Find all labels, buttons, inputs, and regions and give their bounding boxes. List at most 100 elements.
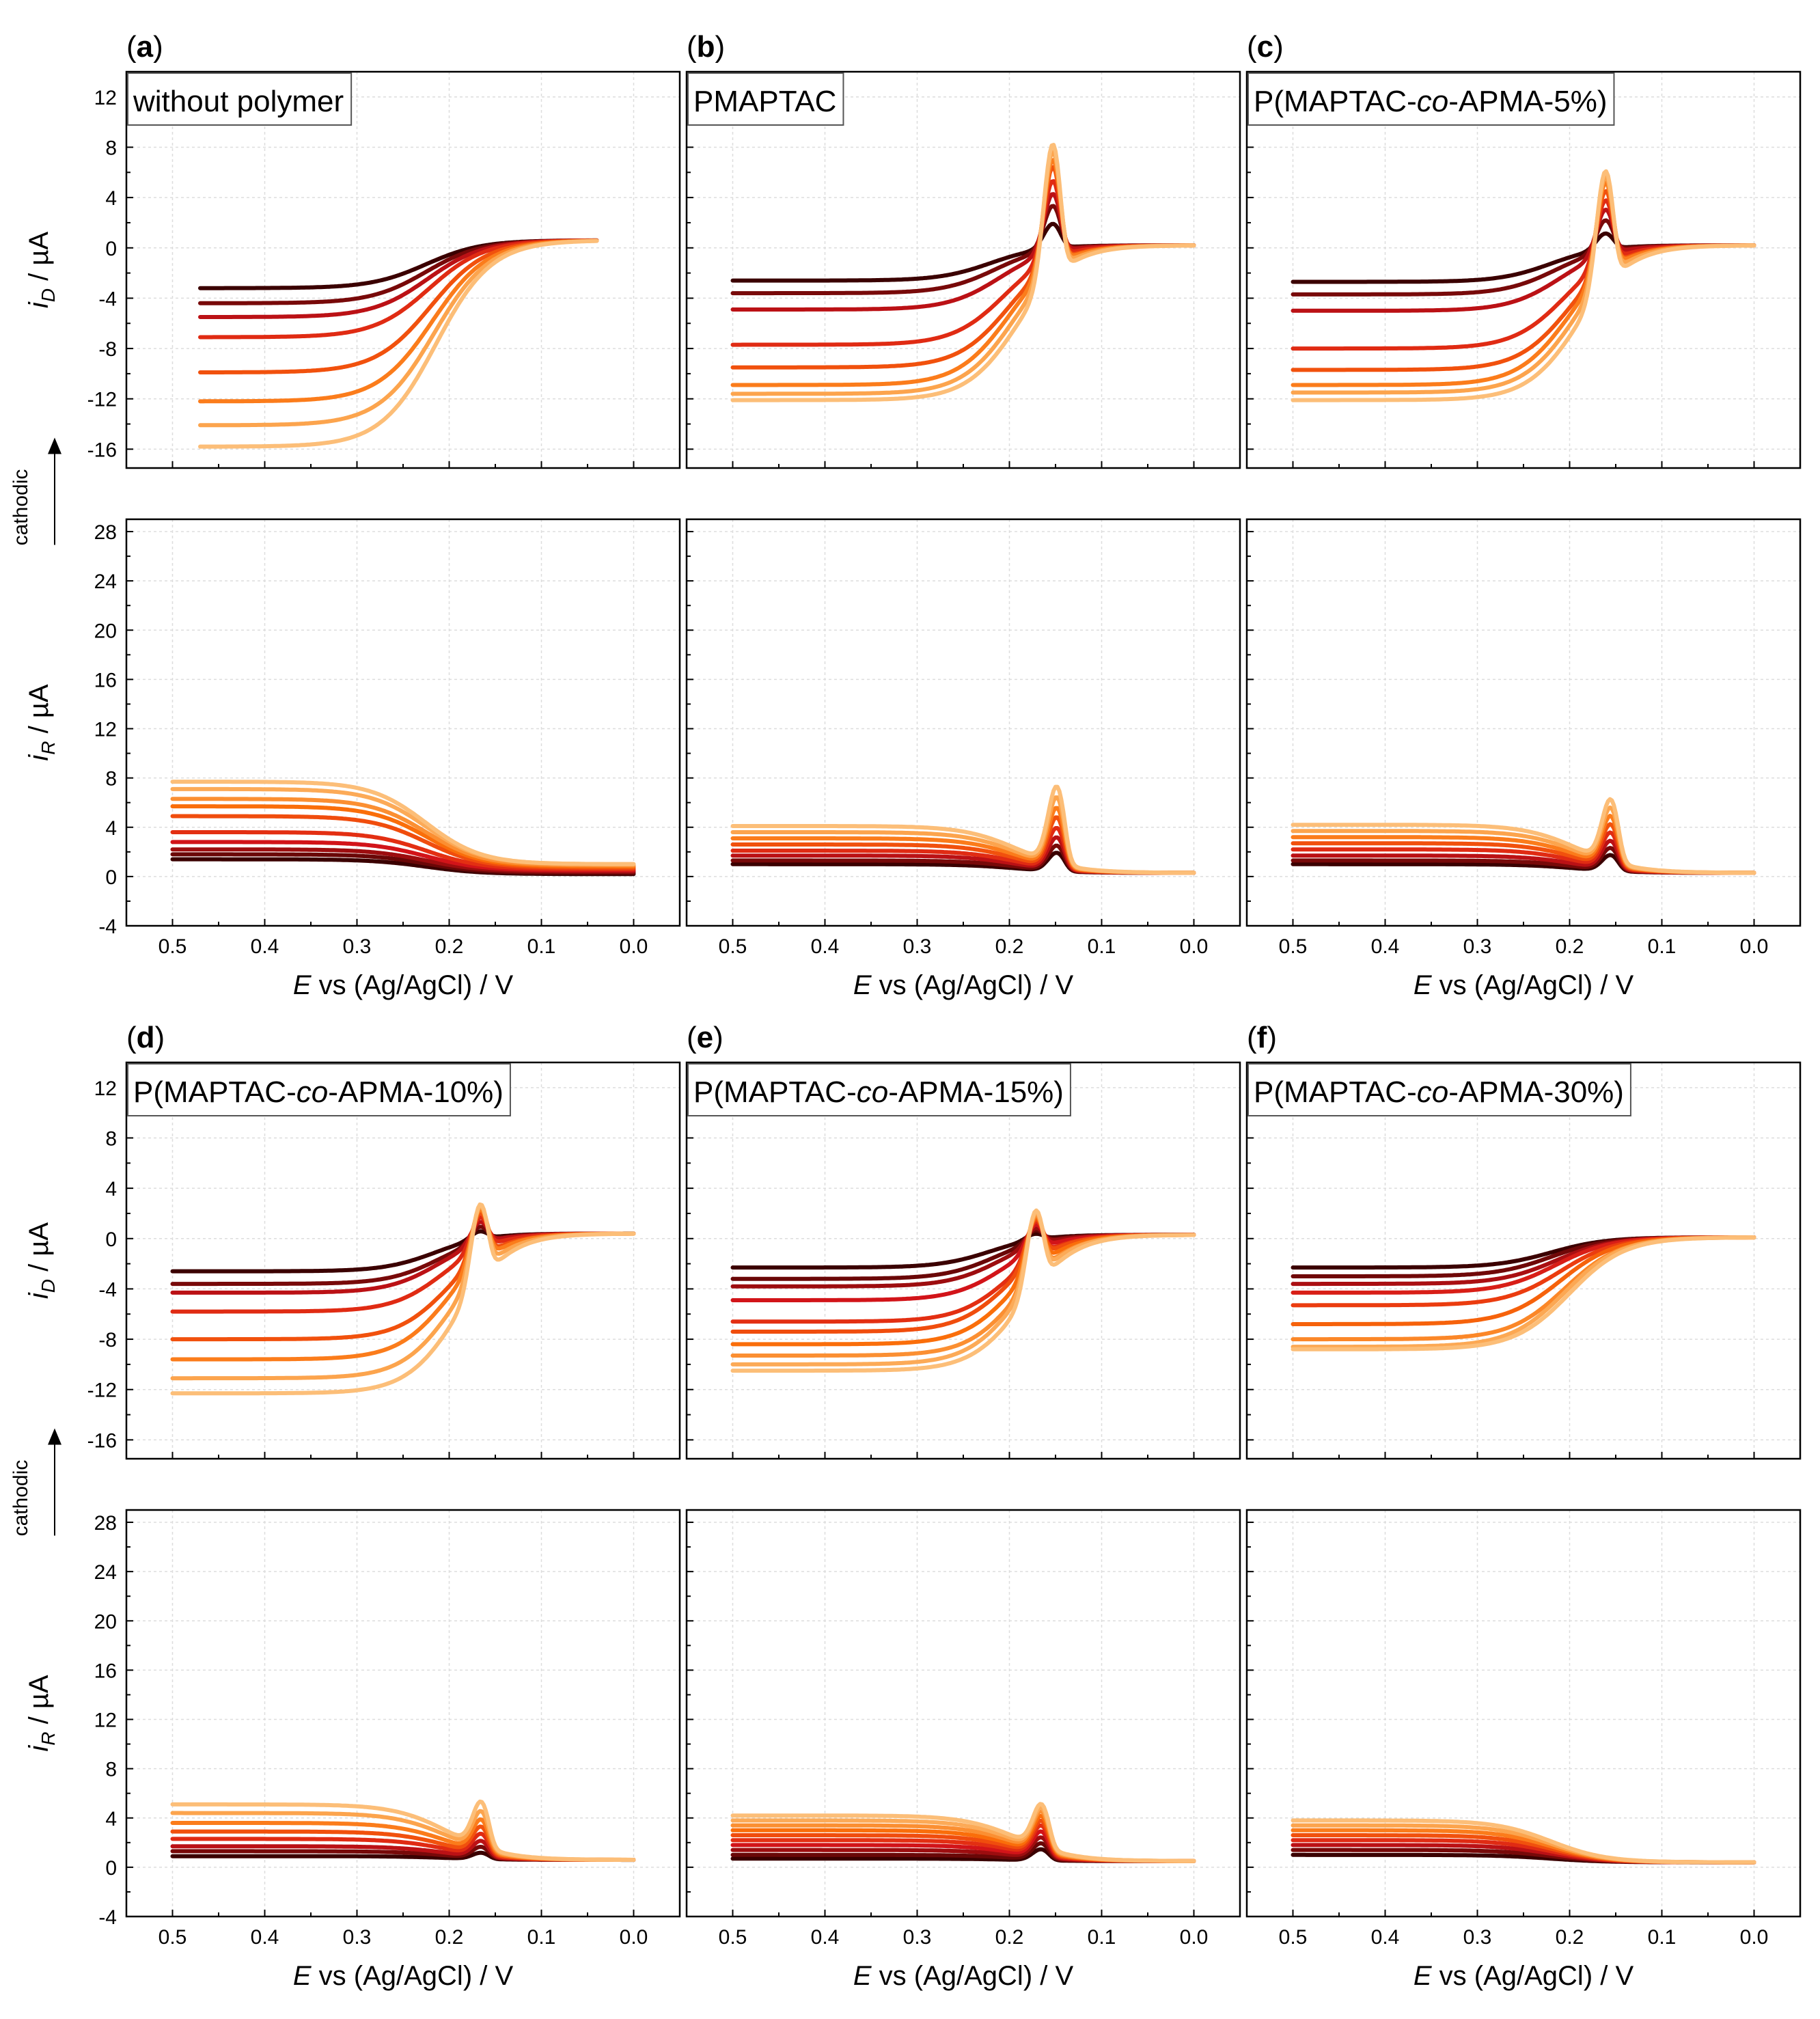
panel-undefined-iR-ytick-label: 16 [94,1660,117,1682]
panel-undefined-iR-xtick-label: 0.4 [251,1926,279,1949]
panel-undefined-iD-series-2 [1291,1235,1756,1278]
panel-undefined-iR-ytick-label: 0 [105,866,117,889]
panel-undefined-iD-ytick-label: 4 [105,1178,117,1200]
panel-undefined-iR-xtick-label: 0.5 [1279,935,1308,958]
panel-undefined-title: P(MAPTAC-co-APMA-5%) [1254,85,1607,118]
panel-undefined-iR-xtick-label: 0.2 [1556,935,1584,958]
panel-undefined-iR-ytick-label: 12 [94,719,117,741]
panel-undefined-iR-xtick-label: 0.2 [1556,1926,1584,1949]
panel-undefined-iR-series-8 [170,1799,636,1862]
panel-undefined-xlabel: E vs (Ag/AgCl) / V [1414,1961,1634,1991]
panel-undefined-letter: (c) [1247,30,1284,64]
panel-undefined-iR-ytick-label: 28 [94,521,117,544]
panel-undefined-iD-series-6 [198,238,599,404]
panel-undefined-iR-xtick-label: 0.2 [995,935,1024,958]
panel-undefined-letter: (d) [126,1021,165,1054]
panel-undefined-xlabel: E vs (Ag/AgCl) / V [853,970,1074,1000]
panel-undefined-iR-ytick-label: 12 [94,1709,117,1732]
panel-undefined-iD-ytick-label: -16 [87,439,117,461]
panel-undefined-iR-ytick-label: -4 [98,1906,117,1929]
panel-undefined-iD-ytick-label: -16 [87,1429,117,1452]
panel-undefined-iR-xtick-label: 0.0 [620,1926,648,1949]
panel-undefined-iD-series-7 [198,238,599,428]
panel-undefined-iR-xtick-label: 0.0 [1740,935,1769,958]
panel-undefined-iR-xtick-label: 0.3 [343,1926,372,1949]
panel-undefined-iD-series-1 [730,221,1196,283]
panel-undefined-iR-series-8 [1291,1818,1756,1865]
panel-undefined-iR-ytick-label: 8 [105,768,117,791]
panel-undefined-iR-xtick-label: 0.1 [1088,935,1116,958]
panel-undefined-xlabel: E vs (Ag/AgCl) / V [293,970,514,1000]
panel-undefined-title-box [127,1063,511,1116]
panel-undefined-iD-series-8 [198,238,599,449]
panel-undefined-iR-xtick-label: 0.2 [435,1926,464,1949]
panel-undefined-iR-xtick-label: 0.1 [1648,935,1677,958]
panel-undefined-ylabel-iR: iR / µA [24,684,59,761]
panel-undefined-iR-xtick-label: 0.5 [1279,1926,1308,1949]
panel-undefined-letter: (f) [1247,1021,1277,1054]
panel-undefined-iR-ytick-label: 8 [105,1759,117,1781]
panel-undefined-title-box [1247,1063,1631,1116]
panel-undefined-iR-xtick-label: 0.0 [1180,1926,1209,1949]
panel-undefined-iD-series-4 [730,179,1196,347]
panel-undefined-iR-series-8 [730,784,1196,875]
panel-undefined-title: P(MAPTAC-co-APMA-10%) [133,1075,504,1109]
panel-undefined-iR-xtick-label: 0.0 [1740,1926,1769,1949]
panel-undefined-title-box [687,1063,1071,1116]
panel-undefined-iR-series-10 [170,780,636,866]
panel-undefined-iD-ytick-label: -12 [87,1379,117,1402]
panel-undefined-iR-xtick-label: 0.5 [158,935,187,958]
panel-undefined-iD-frame [125,1061,681,1460]
panel-undefined-iR-xtick-label: 0.0 [1180,935,1209,958]
panel-undefined-title: without polymer [133,85,344,118]
panel-undefined-xlabel: E vs (Ag/AgCl) / V [1414,970,1634,1000]
panel-undefined-iR-series-8 [1291,797,1756,875]
panel-undefined-iR-ytick-label: 0 [105,1857,117,1880]
panel-undefined-iR-xtick-label: 0.0 [620,935,648,958]
panel-undefined-iD-series-3 [198,238,599,319]
panel-undefined-cathodic-label: cathodic [10,1460,32,1537]
panel-undefined-xlabel: E vs (Ag/AgCl) / V [293,1961,514,1991]
panel-undefined-iD-ytick-label: 8 [105,137,117,159]
panel-undefined-cathodic-label: cathodic [10,469,32,546]
panel-undefined-iD-series-8 [1291,169,1756,402]
panel-undefined-iR-ytick-label: 24 [94,1561,117,1584]
panel-undefined-iD-ytick-label: 8 [105,1127,117,1150]
panel-undefined-iR-ytick-label: 20 [94,620,117,642]
panel-undefined-iR-xtick-label: 0.1 [1088,1926,1116,1949]
panel-undefined-iD-series-9 [1291,1235,1756,1351]
panel-undefined-iD-ytick-label: 0 [105,238,117,260]
panel-undefined-iR-xtick-label: 0.1 [527,935,556,958]
panel-undefined-iD-series-10 [730,1208,1196,1373]
panel-undefined-iR-xtick-label: 0.5 [719,1926,747,1949]
panel-undefined-iD-series-8 [170,1202,636,1396]
panel-undefined-title: PMAPTAC [693,85,836,118]
panel-undefined-iD-series-5 [198,238,599,374]
panel-undefined-iR-ytick-label: -4 [98,916,117,938]
panel-undefined-iR-xtick-label: 0.4 [811,1926,840,1949]
panel-undefined-iR-xtick-label: 0.3 [1463,935,1492,958]
panel-undefined-iR-ytick-label: 16 [94,669,117,691]
panel-undefined-iD-ytick-label: -4 [98,1278,117,1301]
panel-undefined-iR-ytick-label: 4 [105,817,117,840]
panel-undefined-iR-xtick-label: 0.5 [158,1926,187,1949]
panel-undefined-iD-ytick-label: -12 [87,389,117,411]
panel-undefined-iD-ytick-label: 12 [94,87,117,109]
cathodic-arrow-icon [48,437,61,454]
panel-undefined-iR-xtick-label: 0.3 [343,935,372,958]
panel-undefined-iR-xtick-label: 0.4 [811,935,840,958]
panel-undefined-title: P(MAPTAC-co-APMA-15%) [693,1075,1064,1109]
panel-undefined-title-box [1247,72,1615,126]
panel-undefined-iR-ytick-label: 20 [94,1610,117,1633]
panel-undefined-xlabel: E vs (Ag/AgCl) / V [853,1961,1074,1991]
panel-undefined-iD-ytick-label: 4 [105,187,117,210]
panel-undefined-iR-xtick-label: 0.1 [1648,1926,1677,1949]
panel-undefined-iR-xtick-label: 0.3 [903,1926,932,1949]
panel-undefined-iD-ytick-label: -8 [98,1329,117,1351]
panel-undefined-ylabel-iD: iD / µA [24,232,59,309]
panel-undefined-iR-xtick-label: 0.2 [995,1926,1024,1949]
panel-undefined-iD-ytick-label: 12 [94,1077,117,1100]
panel-undefined-title-box [127,72,353,126]
panel-undefined-iD-frame [1245,70,1802,469]
panel-undefined-title: P(MAPTAC-co-APMA-30%) [1254,1075,1624,1109]
